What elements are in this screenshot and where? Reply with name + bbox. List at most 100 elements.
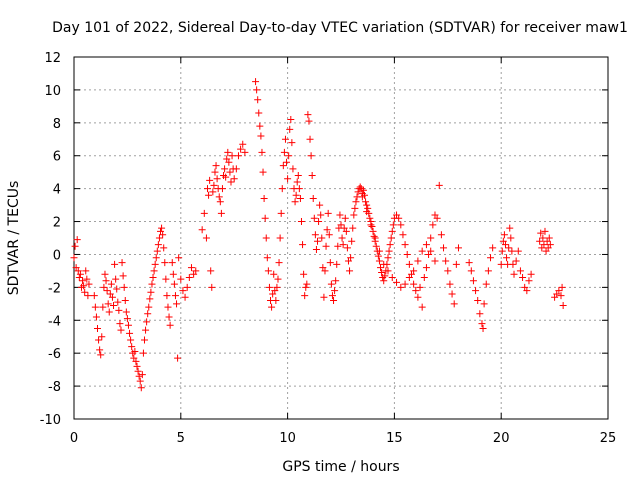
data-point — [127, 336, 135, 344]
data-point — [277, 209, 285, 217]
data-point — [333, 260, 341, 268]
data-point — [111, 260, 119, 268]
data-point — [410, 280, 418, 288]
data-point — [73, 236, 81, 244]
data-point — [366, 214, 374, 222]
data-point — [257, 132, 265, 140]
data-point — [164, 303, 172, 311]
data-point — [474, 297, 482, 305]
data-point — [206, 176, 214, 184]
data-point — [226, 168, 234, 176]
data-point — [158, 224, 166, 232]
data-point — [508, 247, 516, 255]
data-point — [159, 231, 167, 239]
data-point — [258, 148, 266, 156]
data-point — [305, 117, 313, 125]
data-point — [139, 349, 147, 357]
data-point — [254, 96, 262, 104]
data-point — [83, 275, 91, 283]
data-point — [336, 211, 344, 219]
data-point — [162, 275, 170, 283]
data-point — [138, 371, 146, 379]
data-point — [272, 297, 280, 305]
data-point — [331, 287, 339, 295]
data-point — [498, 247, 506, 255]
data-point — [99, 303, 107, 311]
data-point — [237, 145, 245, 153]
x-tick-label: 15 — [386, 431, 403, 446]
data-point — [208, 283, 216, 291]
data-point — [253, 86, 261, 94]
y-tick-label: 4 — [53, 183, 61, 198]
data-point — [234, 152, 242, 160]
data-point — [222, 173, 230, 181]
data-point — [362, 198, 370, 206]
data-point — [536, 237, 544, 245]
data-point — [410, 267, 418, 275]
data-point — [541, 227, 549, 235]
data-point — [264, 267, 272, 275]
data-point — [261, 214, 269, 222]
data-point — [539, 234, 547, 242]
data-point — [479, 325, 487, 332]
data-point — [314, 237, 322, 245]
data-point — [388, 273, 396, 281]
data-point — [79, 277, 87, 285]
data-point — [81, 288, 89, 296]
data-point — [213, 175, 221, 183]
data-point — [149, 273, 157, 281]
data-point — [467, 267, 475, 275]
data-point — [507, 234, 515, 242]
data-point — [448, 290, 456, 298]
data-point — [260, 195, 268, 203]
data-point — [297, 218, 305, 226]
data-point — [315, 218, 323, 226]
data-point — [136, 377, 144, 385]
x-tick-label: 20 — [493, 431, 510, 446]
data-point — [96, 346, 104, 354]
data-point — [291, 198, 299, 206]
data-point — [399, 231, 407, 239]
data-point — [285, 152, 293, 160]
data-point — [293, 178, 301, 186]
data-point — [105, 308, 113, 316]
data-point — [187, 264, 195, 272]
data-point — [252, 78, 260, 86]
data-point — [107, 280, 115, 288]
data-point — [401, 241, 409, 249]
data-point — [76, 270, 84, 278]
data-point — [311, 231, 319, 239]
data-point — [286, 125, 294, 133]
plot-frame — [73, 56, 609, 420]
data-point — [165, 313, 173, 321]
data-point — [161, 259, 169, 267]
data-point — [312, 246, 320, 254]
data-point — [418, 303, 426, 311]
data-point — [302, 283, 310, 291]
data-point — [287, 116, 295, 124]
x-axis-label: GPS time / hours — [282, 459, 399, 475]
data-point — [317, 211, 325, 219]
data-point — [558, 283, 566, 291]
data-point — [555, 287, 563, 295]
data-point — [289, 165, 297, 173]
data-point — [144, 310, 152, 318]
x-ticks: 0 5 10 15 20 25 — [70, 57, 616, 446]
data-point — [205, 191, 213, 199]
data-point — [435, 181, 443, 189]
data-point — [349, 224, 357, 232]
data-point — [452, 260, 460, 268]
data-point — [143, 318, 151, 326]
data-point — [218, 185, 226, 193]
data-point — [482, 280, 490, 288]
data-point — [292, 191, 300, 199]
data-point — [230, 175, 238, 183]
data-point — [327, 280, 335, 288]
data-point — [163, 292, 171, 300]
data-point — [198, 226, 206, 234]
data-point — [489, 244, 497, 252]
data-point — [503, 254, 511, 262]
data-point — [132, 357, 140, 365]
data-point — [320, 293, 328, 301]
